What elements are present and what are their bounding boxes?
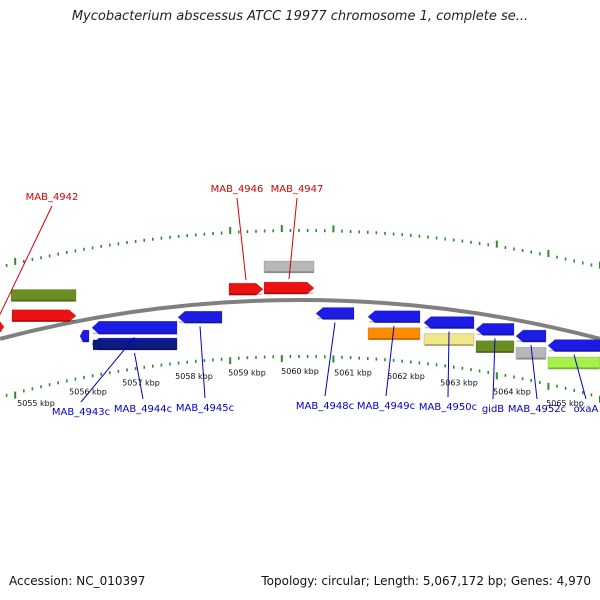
gene-label[interactable]: gidB (482, 404, 504, 415)
kbp-label: 5064 kbp (493, 388, 531, 397)
feature-13-gene-arrow[interactable] (367, 327, 421, 341)
label-connector (80, 336, 135, 403)
label-connector (134, 352, 144, 400)
gene-label[interactable]: MAB_4952c (508, 404, 566, 415)
label-connector (573, 354, 587, 400)
label-connector (530, 345, 538, 400)
feature-5-gene-arrow[interactable] (263, 260, 315, 274)
mab-4950c-gene-arrow[interactable] (423, 316, 475, 329)
feature-21-gene-arrow[interactable] (547, 356, 600, 370)
accession-text: Accession: NC_010397 (9, 574, 146, 588)
gene-label[interactable]: MAB_4947 (271, 184, 324, 195)
feature-1-gene-arrow[interactable] (10, 289, 77, 302)
label-connector (447, 331, 450, 398)
gene-labels: MAB_4942 MAB_4946 MAB_4947 MAB_4943c MAB_494… (26, 184, 599, 418)
mab-4945c-gene-arrow[interactable] (177, 310, 223, 324)
kbp-label: 5059 kbp (228, 368, 266, 377)
gidb-gene-arrow[interactable] (475, 323, 515, 336)
feature-19-gene-arrow[interactable] (515, 347, 547, 360)
gene-label[interactable]: MAB_4949c (357, 401, 415, 412)
gene-label[interactable]: oxaA (574, 404, 599, 415)
gene-label[interactable]: MAB_4946 (211, 184, 264, 195)
oxaa-gene-arrow[interactable] (547, 339, 600, 352)
mab-4948c-gene-arrow[interactable] (315, 307, 355, 320)
kbp-label: 5058 kbp (175, 372, 213, 381)
kbp-label: 5060 kbp (281, 367, 319, 376)
label-connector (0, 205, 53, 316)
mab-4952c-gene-arrow[interactable] (515, 329, 547, 343)
gene-features (0, 260, 600, 370)
label-connector (236, 197, 247, 281)
chromosome-backbone (0, 298, 600, 341)
gene-label[interactable]: MAB_4942 (26, 192, 79, 203)
label-connector (199, 326, 206, 399)
gene-label[interactable]: MAB_4943c (52, 407, 110, 418)
feature-2-gene-arrow[interactable] (11, 309, 77, 323)
label-connector (385, 325, 395, 397)
kbp-label: 5055 kbp (17, 399, 55, 408)
gene-label[interactable]: MAB_4945c (176, 403, 234, 414)
kbp-label: 5063 kbp (440, 379, 478, 388)
gene-label[interactable]: MAB_4950c (419, 402, 477, 413)
kbp-scale-labels: 5055 kbp 5056 kbp 5057 kbp 5058 kbp 5059 kbp… (17, 367, 584, 408)
map-title: Mycobacterium abscessus ATCC 19977 chrom… (71, 9, 529, 24)
mab-4947-gene-arrow[interactable] (263, 281, 315, 295)
kbp-label: 5057 kbp (122, 379, 160, 388)
label-connector (324, 322, 336, 397)
label-connector (288, 197, 298, 280)
gene-label[interactable]: MAB_4944c (114, 404, 172, 415)
kbp-label: 5065 kbp (546, 399, 584, 408)
kbp-label: 5062 kbp (387, 372, 425, 381)
genome-summary-text: Topology: circular; Length: 5,067,172 bp… (261, 574, 591, 588)
kbp-label: 5061 kbp (334, 368, 372, 377)
mab-4946-gene-arrow[interactable] (228, 282, 264, 296)
kbp-label: 5056 kbp (69, 388, 107, 397)
label-connectors (0, 197, 587, 403)
mab-4942-gene-arrow[interactable] (0, 321, 5, 333)
mab-4949c-gene-arrow[interactable] (367, 310, 421, 324)
feature-9-gene-arrow[interactable] (92, 339, 178, 351)
label-connector (492, 338, 496, 400)
inner-tick-ring (5, 355, 600, 403)
mab-4943c-gene-arrow[interactable] (91, 320, 178, 335)
feature-6-gene-arrow[interactable] (79, 329, 90, 343)
outer-tick-ring (5, 225, 600, 269)
gene-label[interactable]: MAB_4948c (296, 401, 354, 412)
